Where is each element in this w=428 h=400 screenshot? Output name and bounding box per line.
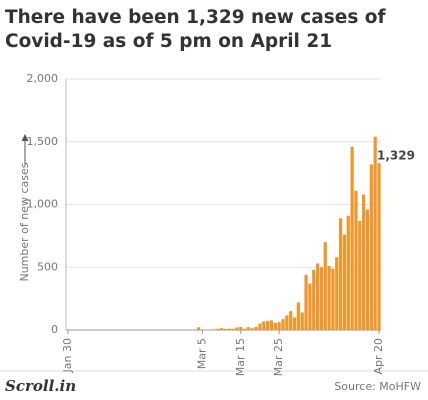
- bar: [365, 209, 370, 330]
- bar: [239, 326, 243, 330]
- y-tick-label: 2,000: [27, 72, 59, 85]
- bar: [246, 327, 251, 330]
- bar: [377, 163, 381, 330]
- bar: [354, 190, 358, 330]
- bar: [373, 136, 377, 330]
- bar: [362, 194, 366, 330]
- bar: [358, 220, 362, 330]
- bar: [219, 328, 224, 330]
- bar: [331, 268, 335, 330]
- bar: [350, 146, 354, 330]
- bar: [227, 328, 231, 330]
- value-label: 1,329: [377, 149, 415, 163]
- bar: [289, 311, 293, 330]
- bar: [277, 322, 281, 330]
- y-axis-label: Number of new cases: [18, 162, 31, 281]
- bar: [243, 328, 247, 330]
- bar: [319, 267, 324, 330]
- y-tick-label: 500: [37, 260, 58, 273]
- bar: [231, 328, 235, 330]
- bar: [262, 321, 266, 330]
- bar: [308, 283, 312, 330]
- bar: [212, 329, 216, 330]
- bar: [281, 319, 285, 330]
- bar: [327, 265, 331, 330]
- y-tick-label: 0: [51, 323, 58, 336]
- bar: [269, 320, 274, 330]
- bar: [323, 242, 327, 330]
- bar: [296, 302, 300, 330]
- bar: [312, 269, 316, 330]
- axis-arrow-head: [21, 134, 29, 141]
- bar: [254, 326, 258, 330]
- y-tick-label: 1,500: [27, 135, 59, 148]
- bar: [196, 327, 201, 330]
- x-tick-label: Mar 25: [272, 338, 285, 376]
- source: Source: MoHFW: [334, 380, 421, 393]
- bar: [223, 328, 228, 330]
- bar: [346, 215, 350, 330]
- bar: [335, 257, 339, 330]
- bar: [250, 328, 254, 330]
- x-tick-label: Mar 5: [195, 338, 208, 369]
- bar: [273, 322, 277, 330]
- bar: [369, 164, 373, 330]
- bar: [216, 328, 220, 330]
- bar: [258, 323, 262, 330]
- bar: [315, 263, 320, 330]
- bar: [235, 327, 239, 330]
- x-tick-label: Apr 20: [372, 338, 385, 375]
- x-tick-label: Jan 30: [61, 338, 74, 373]
- bar: [292, 317, 297, 330]
- chart-title: There have been 1,329 new cases of Covid…: [5, 7, 386, 52]
- bar: [342, 234, 347, 330]
- x-tick-label: Mar 15: [234, 338, 247, 376]
- bar: [266, 320, 270, 330]
- logo: Scroll.in: [5, 377, 76, 395]
- bar: [285, 315, 289, 330]
- y-tick-label: 1,000: [27, 198, 59, 211]
- bar: [338, 218, 343, 330]
- bar: [304, 274, 308, 330]
- bar: [300, 312, 304, 330]
